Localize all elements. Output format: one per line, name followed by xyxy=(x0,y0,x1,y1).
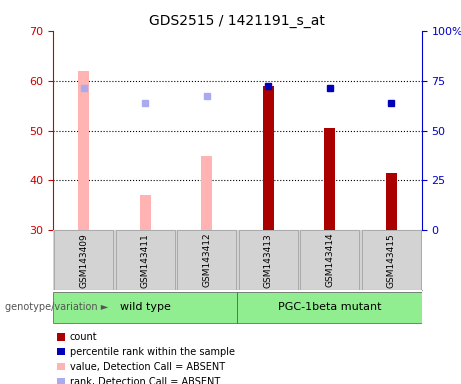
Bar xyxy=(361,230,420,290)
Bar xyxy=(239,230,298,290)
Bar xyxy=(53,292,237,323)
Bar xyxy=(116,230,175,290)
Text: GSM143412: GSM143412 xyxy=(202,233,211,288)
Bar xyxy=(385,173,396,230)
Text: GSM143411: GSM143411 xyxy=(141,233,150,288)
Text: PGC-1beta mutant: PGC-1beta mutant xyxy=(278,302,381,312)
Bar xyxy=(237,292,422,323)
Text: wild type: wild type xyxy=(120,302,171,312)
Text: GSM143414: GSM143414 xyxy=(325,233,334,288)
Bar xyxy=(78,71,89,230)
Bar xyxy=(54,230,113,290)
Bar xyxy=(300,230,359,290)
Bar xyxy=(201,156,212,230)
Bar xyxy=(324,128,335,230)
Text: GSM143415: GSM143415 xyxy=(387,233,396,288)
Text: GSM143413: GSM143413 xyxy=(264,233,272,288)
Bar xyxy=(177,230,236,290)
Legend: count, percentile rank within the sample, value, Detection Call = ABSENT, rank, : count, percentile rank within the sample… xyxy=(53,328,238,384)
Text: genotype/variation ►: genotype/variation ► xyxy=(5,302,108,312)
Title: GDS2515 / 1421191_s_at: GDS2515 / 1421191_s_at xyxy=(149,14,325,28)
Bar xyxy=(140,195,151,230)
Bar xyxy=(263,86,274,230)
Text: GSM143409: GSM143409 xyxy=(79,233,88,288)
